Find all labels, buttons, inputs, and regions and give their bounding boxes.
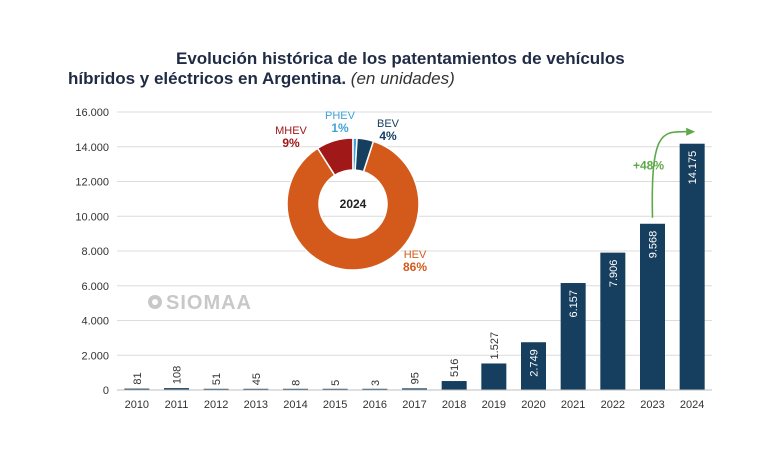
y-tick-label: 2.000: [81, 350, 109, 362]
bar: [203, 388, 229, 390]
x-tick-label: 2021: [561, 399, 585, 411]
x-tick-label: 2010: [125, 399, 149, 411]
bar-value-label: 3: [370, 380, 382, 386]
x-tick-label: 2020: [521, 399, 545, 411]
donut-label-pct: 86%: [403, 260, 427, 274]
x-tick-label: 2013: [244, 399, 268, 411]
bar-value-label: 1.527: [489, 332, 501, 360]
x-tick-label: 2024: [680, 399, 704, 411]
bar-value-label: 6.157: [568, 290, 580, 318]
y-tick-label: 10.000: [75, 211, 109, 223]
y-tick-label: 16.000: [75, 107, 109, 119]
bar: [679, 143, 705, 390]
bar-value-label: 14.175: [687, 151, 699, 185]
bar: [640, 223, 665, 390]
bar: [481, 363, 507, 390]
donut-slice-hev: [286, 140, 420, 271]
bar-value-label: 51: [211, 373, 223, 385]
bar: [600, 252, 626, 390]
donut-label-name: BEV: [377, 118, 400, 130]
watermark-group: SIOMAA: [148, 292, 252, 314]
bar: [322, 388, 348, 390]
x-tick-label: 2011: [165, 399, 189, 411]
growth-label: +48%: [633, 159, 664, 173]
x-tick-label: 2017: [402, 399, 426, 411]
donut-label-name: HEV: [404, 249, 427, 261]
x-tick-label: 2018: [442, 399, 466, 411]
bar: [362, 388, 388, 390]
bar: [402, 388, 427, 390]
y-tick-label: 14.000: [75, 142, 109, 154]
x-axis: 2010 2011 2012 2013 2014 2015 2016 2017 2018 2019…: [117, 389, 712, 411]
chart-title-line2-text: híbridos y eléctricos en Argentina.: [68, 69, 347, 88]
bar-value-label: 108: [172, 366, 184, 384]
bar: [283, 388, 308, 390]
x-tick-label: 2019: [482, 399, 506, 411]
bar: [124, 388, 150, 390]
bar-value-label: 5: [330, 380, 342, 386]
donut-slice-bev: [354, 137, 375, 173]
y-tick-label: 12.000: [75, 177, 109, 189]
bar: [560, 283, 586, 390]
bar: [243, 388, 269, 390]
chart-title: Evolución histórica de los patentamiento…: [68, 49, 748, 89]
chart-title-line1: Evolución histórica de los patentamiento…: [176, 49, 625, 68]
x-tick-label: 2023: [640, 399, 664, 411]
donut-label-name: PHEV: [325, 110, 356, 122]
bar-value-label: 516: [449, 359, 461, 377]
y-tick-label: 6.000: [81, 281, 109, 293]
bar-value-label: 8: [291, 380, 303, 386]
growth-arrow-head: [686, 127, 696, 136]
donut-label-pct: 4%: [379, 129, 397, 143]
growth-annotation-group: +48%: [633, 127, 696, 218]
bar: [164, 388, 189, 390]
x-tick-label: 2014: [283, 399, 307, 411]
bar-value-label: 95: [410, 372, 422, 384]
y-tick-label: 4.000: [81, 316, 109, 328]
donut-label-pct: 9%: [282, 136, 300, 150]
bar-value-label: 81: [132, 372, 144, 384]
bar-value-label: 7.906: [608, 260, 620, 288]
y-axis: 0 2.000 4.000 6.000 8.000 10.000 12.000 14.000 1…: [75, 107, 109, 397]
x-tick-label: 2016: [363, 399, 387, 411]
chart-title-line2: híbridos y eléctricos en Argentina. (en …: [68, 69, 748, 89]
bar-value-label: 9.568: [648, 231, 660, 259]
bar-value-label: 45: [251, 373, 263, 385]
donut-label-name: MHEV: [275, 125, 307, 137]
watermark-logo-icon-inner: [152, 299, 158, 305]
x-tick-label: 2012: [204, 399, 228, 411]
watermark: SIOMAA: [166, 292, 252, 314]
bars: 81 108 51 45 8 5 3 95 516 1.527 2.749 6.157 7.906 9.5…: [124, 143, 705, 390]
x-tick-label: 2015: [323, 399, 347, 411]
bar: [521, 342, 546, 390]
bar: [441, 381, 467, 390]
y-tick-label: 0: [103, 385, 109, 397]
donut-label-pct: 1%: [331, 121, 349, 135]
chart-title-unit: (en unidades): [350, 69, 455, 88]
y-tick-label: 8.000: [81, 246, 109, 258]
x-tick-label: 2022: [601, 399, 625, 411]
donut-center-label: 2024: [340, 197, 367, 211]
growth-arrow: [651, 130, 687, 218]
bar-value-label: 2.749: [529, 349, 541, 377]
